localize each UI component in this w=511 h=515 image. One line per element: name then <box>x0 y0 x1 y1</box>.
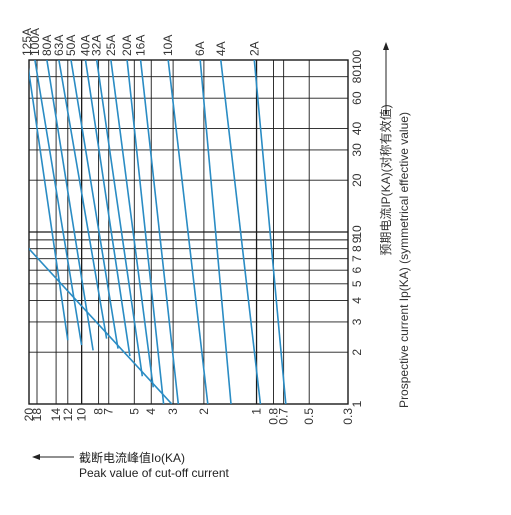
series-label: 125A <box>20 28 34 56</box>
series-label: 6A <box>193 41 207 56</box>
series-label: 4A <box>214 41 228 56</box>
y-tick-label: 8 <box>92 408 106 415</box>
series-line <box>70 60 119 349</box>
x-tick-label: 4 <box>350 297 364 304</box>
x-tick-label: 100 <box>350 50 364 70</box>
x-tick-label: 10 <box>350 225 364 239</box>
y-tick-label: 7 <box>102 408 116 415</box>
y-tick-label: 0.3 <box>341 408 355 425</box>
y-tick-label: 18 <box>30 408 44 422</box>
x-tick-label: 60 <box>350 91 364 105</box>
series-line <box>84 60 131 357</box>
x-tick-label: 40 <box>350 121 364 135</box>
x-axis-arrowhead-icon <box>383 42 389 50</box>
y-tick-label: 12 <box>61 408 75 422</box>
y-tick-label: 0.8 <box>266 408 280 425</box>
series-label: 63A <box>52 35 66 56</box>
series-line <box>220 60 262 404</box>
series-label: 32A <box>90 35 104 56</box>
x-tick-label: 9 <box>350 236 364 243</box>
y-axis-label-en: Peak value of cut-off current <box>79 466 229 480</box>
series-label: 10A <box>161 35 175 56</box>
y-tick-label: 0.5 <box>302 408 316 425</box>
x-tick-label: 3 <box>350 318 364 325</box>
series-line <box>253 60 287 404</box>
series-label: 50A <box>64 35 78 56</box>
series-label: 25A <box>104 35 118 56</box>
y-tick-label: 14 <box>49 408 63 422</box>
series-line <box>58 60 108 339</box>
series-line <box>46 60 94 351</box>
series-line <box>126 60 165 404</box>
y-tick-label: 10 <box>75 408 89 422</box>
series-line <box>167 60 209 404</box>
series-label: 16A <box>134 35 148 56</box>
y-tick-label: 1 <box>250 408 264 415</box>
x-tick-label: 80 <box>350 70 364 84</box>
series-line <box>29 67 69 341</box>
x-tick-label: 7 <box>350 255 364 262</box>
series-group <box>29 60 287 404</box>
series-label: 100A <box>28 28 42 56</box>
x-axis-label-cn: 预期电流IP(KA)(对称有效值) <box>378 104 393 255</box>
x-axis-label-en: Prospective current Ip(KA) (symmetrical … <box>397 112 411 408</box>
x-tick-label: 5 <box>350 280 364 287</box>
y-axis-arrowhead-icon <box>32 454 40 460</box>
x-tick-label: 30 <box>350 143 364 157</box>
series-label: 40A <box>79 35 93 56</box>
x-tick-label: 8 <box>350 245 364 252</box>
y-tick-label: 0.7 <box>277 408 291 425</box>
series-line <box>29 247 173 404</box>
series-line <box>139 60 180 404</box>
y-tick-label: 3 <box>166 408 180 415</box>
x-tick-label: 1 <box>350 400 364 407</box>
y-tick-label: 4 <box>144 408 158 415</box>
series-line <box>110 60 154 388</box>
y-axis-label-cn: 截断电流峰值Io(KA) <box>79 451 186 465</box>
y-tick-label: 20 <box>22 408 36 422</box>
series-label: 2A <box>247 41 261 56</box>
x-tick-label: 6 <box>350 267 364 274</box>
series-line <box>199 60 232 404</box>
x-tick-label: 20 <box>350 173 364 187</box>
series-label: 20A <box>120 35 134 56</box>
series-line <box>95 60 144 377</box>
y-tick-label: 5 <box>127 408 141 415</box>
x-tick-label: 2 <box>350 349 364 356</box>
series-label: 80A <box>40 35 54 56</box>
y-tick-label: 2 <box>197 408 211 415</box>
